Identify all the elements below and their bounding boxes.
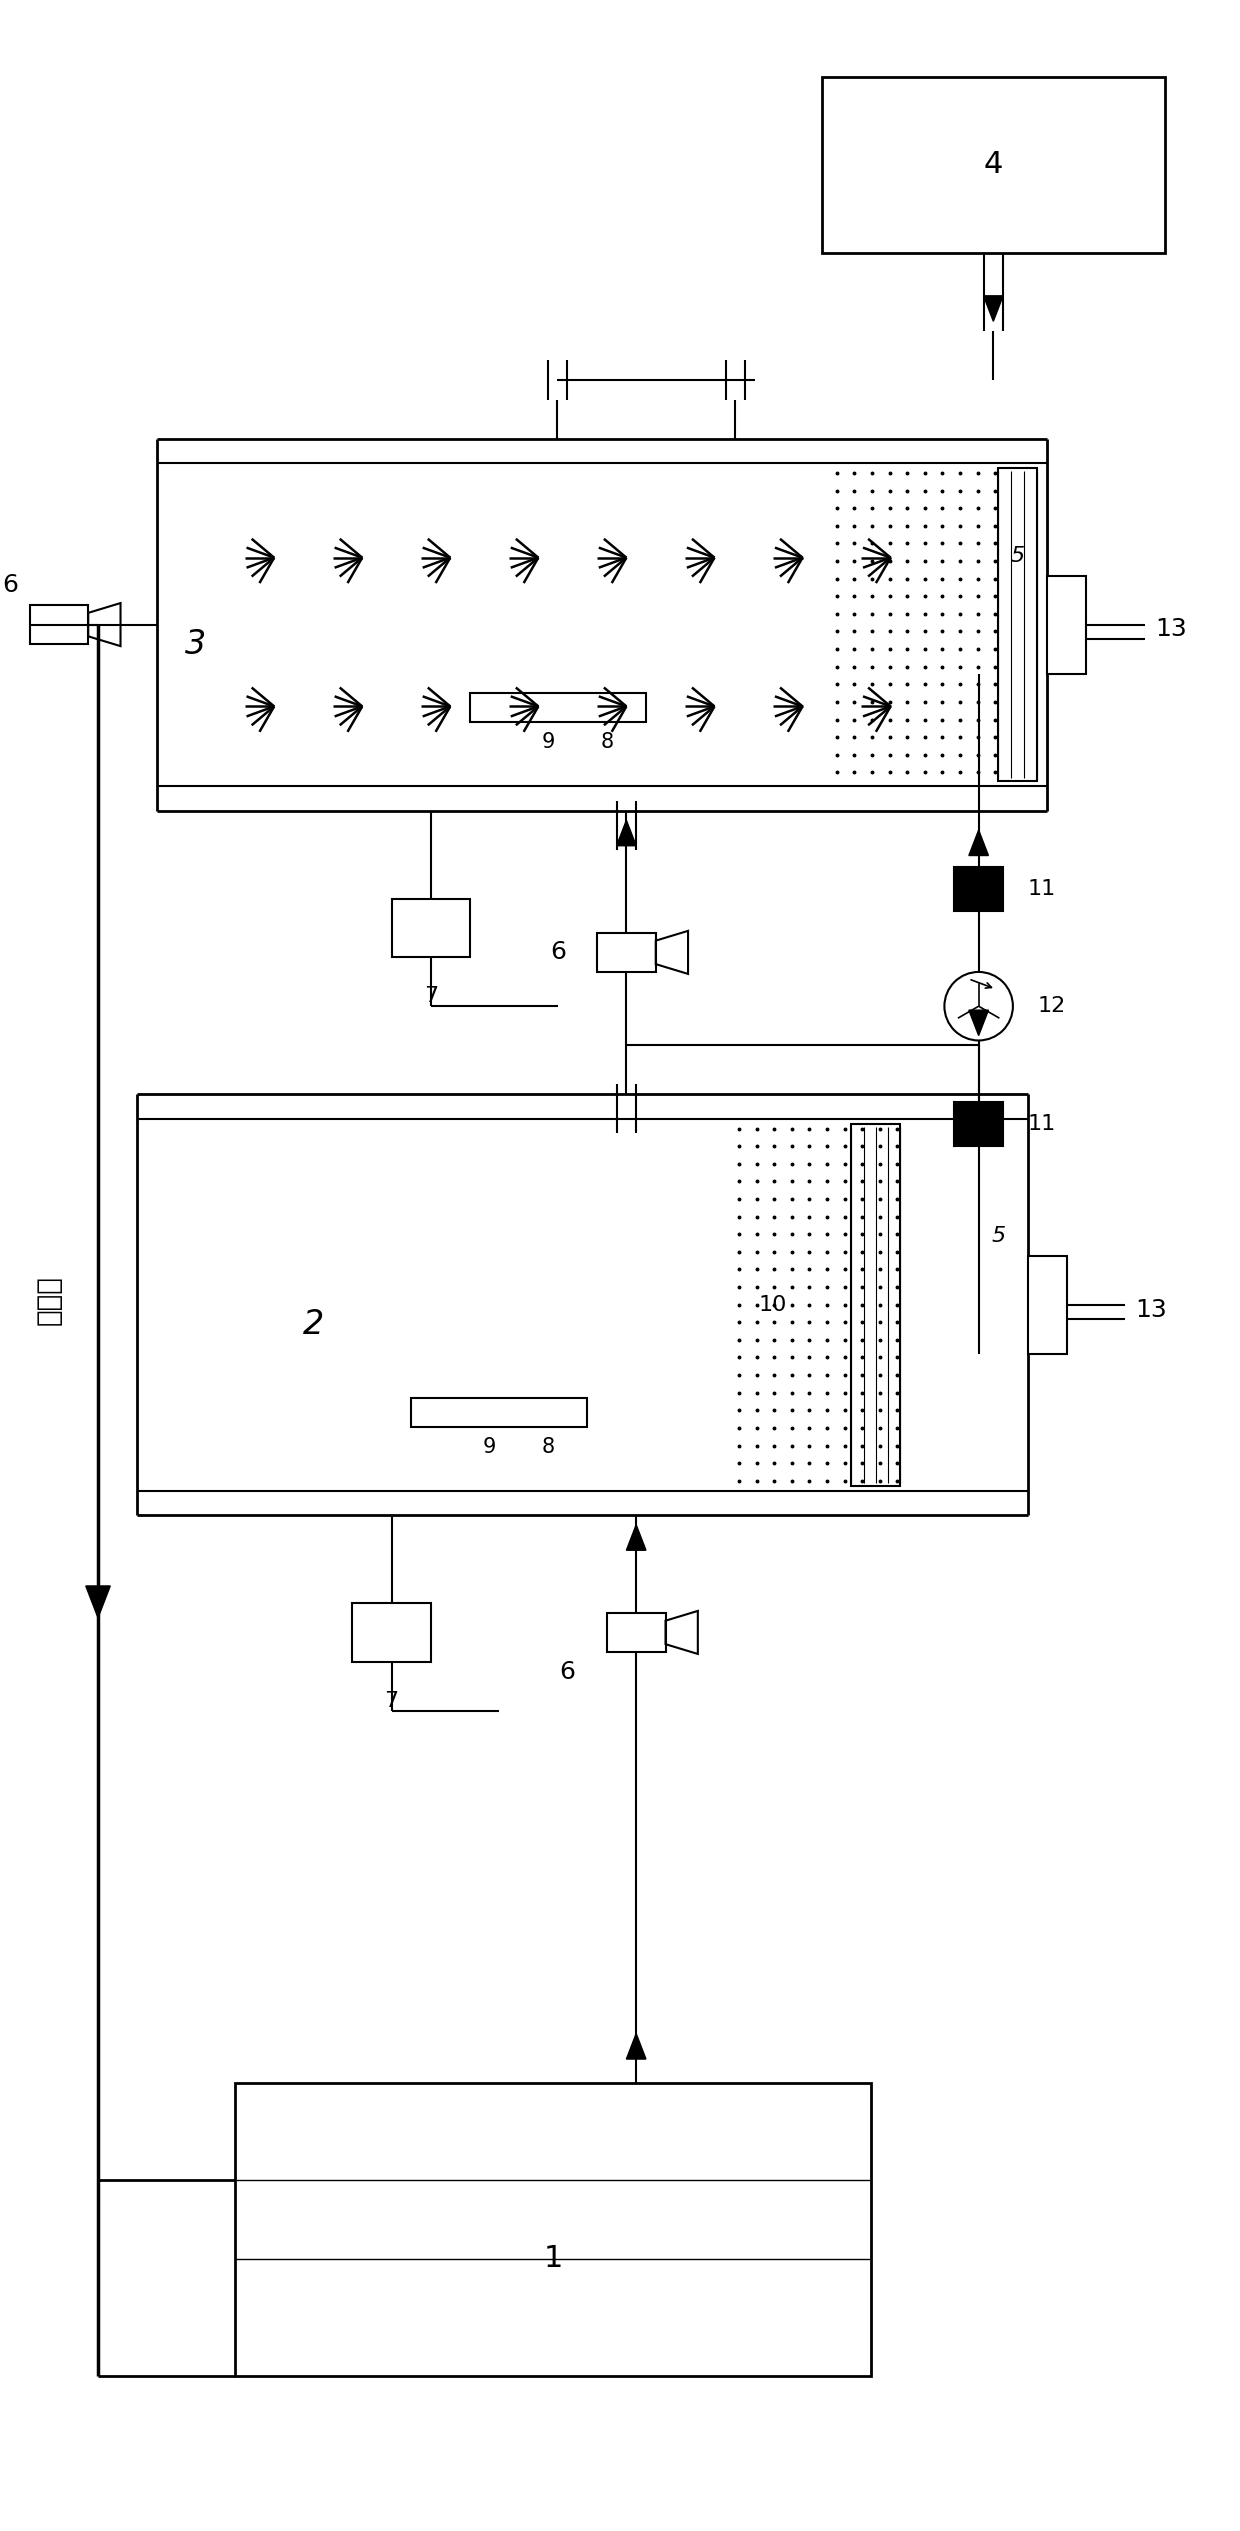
Bar — [596, 934, 656, 972]
Text: 11: 11 — [1028, 1114, 1055, 1134]
Text: 12: 12 — [1038, 997, 1065, 1017]
Text: 4: 4 — [983, 149, 1003, 180]
Polygon shape — [626, 1524, 646, 1552]
Text: 5: 5 — [991, 1225, 1006, 1245]
Bar — [852, 1124, 900, 1486]
Text: 3: 3 — [185, 628, 207, 661]
Polygon shape — [626, 2032, 646, 2060]
Bar — [606, 1612, 666, 1653]
Text: 6: 6 — [549, 942, 565, 964]
Text: 6: 6 — [2, 575, 17, 597]
Text: 6: 6 — [559, 1660, 575, 1683]
Polygon shape — [983, 296, 1003, 321]
Text: 13: 13 — [1154, 618, 1187, 640]
Bar — [352, 1602, 430, 1663]
Bar — [470, 693, 646, 721]
Text: 10: 10 — [759, 1296, 787, 1314]
Text: 9: 9 — [542, 731, 554, 752]
Polygon shape — [968, 830, 988, 855]
Text: 8: 8 — [542, 1438, 554, 1455]
Bar — [1028, 1255, 1066, 1354]
Text: 1: 1 — [543, 2245, 563, 2273]
Polygon shape — [616, 820, 636, 845]
Text: 7: 7 — [384, 1691, 398, 1711]
Bar — [955, 1101, 1003, 1147]
Text: 8: 8 — [600, 731, 614, 752]
Text: 2: 2 — [303, 1309, 324, 1341]
Bar — [1047, 575, 1086, 673]
Text: 5: 5 — [1011, 547, 1024, 567]
Text: 回流液: 回流液 — [35, 1276, 63, 1324]
Bar — [998, 468, 1038, 782]
Text: 11: 11 — [1028, 878, 1055, 899]
Bar — [822, 76, 1164, 253]
Bar — [236, 2083, 870, 2377]
Polygon shape — [968, 1010, 988, 1035]
Text: 13: 13 — [1135, 1298, 1167, 1321]
Bar — [955, 866, 1003, 911]
Text: 9: 9 — [482, 1438, 496, 1455]
Text: 7: 7 — [424, 987, 438, 1007]
Bar — [392, 899, 470, 957]
Bar — [30, 605, 88, 645]
Bar — [412, 1397, 588, 1427]
Polygon shape — [86, 1587, 110, 1617]
